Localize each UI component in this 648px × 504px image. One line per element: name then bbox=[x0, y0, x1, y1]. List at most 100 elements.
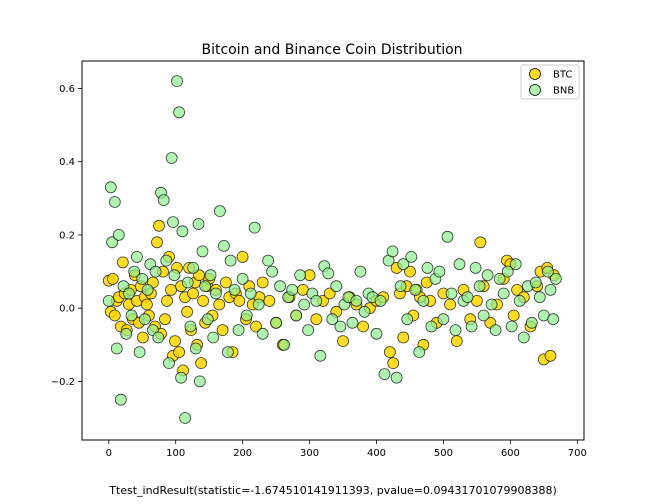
bnb-point bbox=[108, 196, 121, 208]
x-tick-label: 400 bbox=[367, 448, 386, 459]
bnb-point bbox=[175, 371, 188, 384]
btc-point bbox=[151, 236, 163, 249]
bnb-point bbox=[152, 331, 165, 344]
bnb-point bbox=[141, 283, 154, 296]
bnb-point bbox=[346, 316, 359, 329]
bnb-point bbox=[493, 272, 506, 285]
btc-point bbox=[187, 287, 200, 300]
bnb-point bbox=[266, 265, 279, 278]
bnb-point bbox=[244, 287, 257, 300]
legend-marker-bnb bbox=[529, 84, 541, 96]
bnb-point bbox=[236, 272, 249, 285]
bnb-point bbox=[133, 346, 146, 359]
btc-point bbox=[323, 287, 336, 300]
y-tick-label: −0.2 bbox=[51, 377, 75, 388]
bnb-point bbox=[173, 106, 186, 119]
x-tick-label: 0 bbox=[106, 448, 112, 459]
bnb-point bbox=[136, 272, 149, 285]
bnb-point bbox=[189, 342, 202, 355]
bnb-point bbox=[270, 316, 283, 329]
bnb-point bbox=[286, 283, 299, 296]
bnb-point bbox=[501, 265, 514, 278]
btc-point bbox=[383, 346, 396, 359]
bnb-point bbox=[302, 324, 315, 337]
btc-point bbox=[161, 294, 173, 307]
bnb-point bbox=[256, 327, 269, 340]
bnb-point bbox=[160, 254, 173, 267]
btc-point bbox=[173, 346, 186, 359]
bnb-point bbox=[298, 298, 311, 311]
btc-point bbox=[256, 276, 269, 289]
bnb-point bbox=[461, 291, 474, 304]
btc-point bbox=[197, 294, 210, 307]
x-tick-label: 500 bbox=[434, 448, 453, 459]
bnb-point bbox=[517, 331, 530, 344]
bnb-point bbox=[187, 261, 200, 274]
bnb-point bbox=[228, 283, 241, 296]
bnb-point bbox=[481, 269, 494, 282]
y-axis: −0.2 0.0 0.2 0.4 0.6 bbox=[51, 84, 82, 388]
bnb-point bbox=[334, 320, 347, 333]
bnb-point bbox=[167, 216, 179, 229]
btc-point bbox=[404, 265, 416, 278]
btc-point bbox=[165, 283, 177, 296]
bnb-point bbox=[433, 265, 446, 278]
bnb-point bbox=[421, 261, 434, 274]
x-tick-label: 100 bbox=[166, 448, 185, 459]
btc-point bbox=[507, 309, 520, 322]
bnb-point bbox=[417, 294, 430, 307]
btc-point bbox=[444, 298, 457, 311]
btc-point bbox=[106, 272, 119, 285]
bnb-point bbox=[168, 269, 181, 282]
bnb-point bbox=[326, 313, 339, 326]
bnb-point bbox=[217, 239, 230, 252]
btc-point bbox=[108, 309, 121, 322]
bnb-point bbox=[102, 294, 115, 307]
bnb-point bbox=[248, 221, 261, 234]
bnb-point bbox=[294, 269, 307, 282]
plot-frame bbox=[81, 60, 585, 441]
bnb-point bbox=[542, 265, 554, 278]
btc-point bbox=[450, 335, 463, 348]
bnb-point bbox=[138, 313, 151, 326]
bnb-point bbox=[547, 313, 560, 326]
bnb-point bbox=[176, 225, 189, 238]
bnb-point bbox=[262, 254, 275, 267]
legend-label-btc: BTC bbox=[553, 70, 572, 81]
y-tick-label: 0.4 bbox=[59, 157, 75, 168]
legend-label-bnb: BNB bbox=[553, 86, 574, 97]
bnb-point bbox=[252, 298, 265, 311]
btc-point bbox=[310, 313, 323, 326]
bnb-point bbox=[533, 291, 546, 304]
btc-point bbox=[140, 298, 153, 311]
bnb-point bbox=[550, 272, 562, 285]
bnb-point bbox=[114, 393, 127, 406]
bnb-point bbox=[513, 294, 526, 307]
bnb-point bbox=[310, 294, 323, 307]
bnb-point bbox=[509, 258, 522, 271]
bnb-point bbox=[397, 258, 410, 271]
bnb-point bbox=[207, 331, 220, 344]
bnb-point bbox=[425, 320, 438, 333]
bnb-point bbox=[120, 327, 133, 340]
bnb-point bbox=[449, 324, 462, 337]
bnb-point bbox=[445, 287, 458, 300]
x-axis: 0 100 200 300 400 500 600 700 bbox=[106, 440, 587, 459]
btc-point bbox=[169, 335, 181, 348]
x-tick-label: 700 bbox=[568, 448, 587, 459]
bnb-point bbox=[104, 181, 117, 194]
btc-point bbox=[357, 320, 370, 333]
btc-point bbox=[195, 357, 208, 370]
bnb-point bbox=[149, 265, 162, 278]
btc-point bbox=[387, 357, 400, 370]
y-tick-label: 0.2 bbox=[59, 230, 75, 241]
bnb-point bbox=[209, 287, 222, 300]
bnb-point bbox=[278, 338, 291, 351]
bnb-point bbox=[477, 309, 490, 322]
bnb-point bbox=[204, 269, 217, 282]
bnb-point bbox=[274, 280, 287, 293]
bnb-point bbox=[469, 261, 482, 274]
bnb-point bbox=[378, 368, 391, 381]
bnb-point bbox=[213, 205, 226, 218]
bnb-point bbox=[473, 280, 486, 293]
